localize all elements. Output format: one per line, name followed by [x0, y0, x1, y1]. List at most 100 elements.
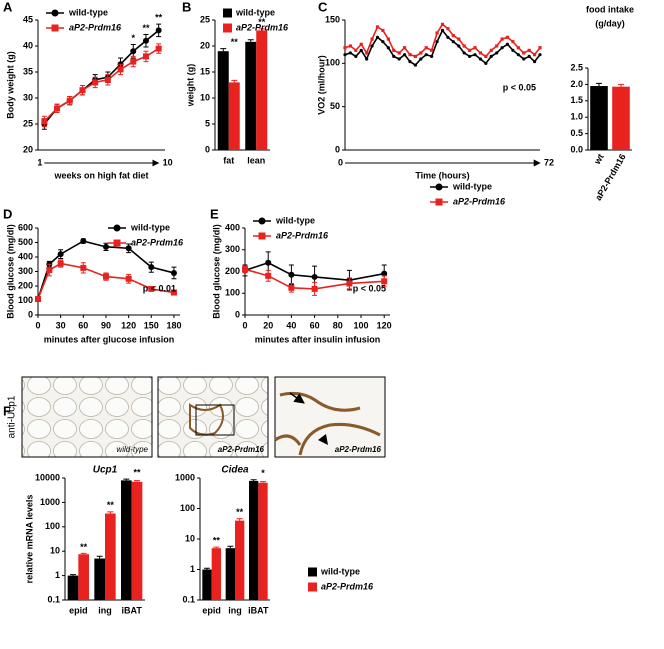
marker: [359, 48, 363, 52]
x-tick-label: 0: [242, 320, 247, 330]
significance: *: [261, 468, 265, 478]
panel-label: C: [318, 0, 328, 14]
marker: [505, 35, 510, 39]
x-tick-label: ing: [228, 605, 242, 615]
x-tick-label: 120: [377, 320, 392, 330]
y-tick-label: 20: [23, 144, 33, 154]
x-tick-label: 30: [56, 320, 66, 330]
y-axis-label: weight (g): [185, 64, 195, 108]
y-tick-label: 1000: [175, 472, 195, 482]
marker: [457, 37, 461, 41]
legend-marker: [113, 224, 121, 232]
marker: [102, 273, 109, 280]
x-tick-label: 120: [121, 320, 136, 330]
x-tick-label: ing: [98, 605, 112, 615]
bar: [94, 558, 105, 600]
marker: [365, 51, 369, 55]
legend-label: aP2-Prdm16: [453, 196, 506, 206]
legend-label: aP2-Prdm16: [321, 581, 374, 591]
bar: [121, 480, 132, 600]
x-tick-label: 0: [35, 320, 40, 330]
legend-label: wild-type: [130, 222, 170, 232]
y-tick-label: 400: [18, 251, 33, 261]
marker: [242, 266, 248, 273]
marker: [467, 48, 472, 52]
y-tick-label: 25: [200, 14, 210, 24]
marker: [80, 264, 87, 271]
error-bar: [220, 48, 227, 52]
marker: [402, 46, 407, 50]
marker: [495, 51, 499, 55]
y-tick-label: 2.0: [570, 79, 583, 89]
y-tick-label: 0: [235, 309, 240, 319]
chart-title: food intake: [586, 4, 634, 14]
legend-marker: [435, 198, 443, 206]
error-bar: [204, 567, 210, 570]
arrowhead: [318, 434, 328, 445]
error-bar: [596, 82, 602, 87]
x-tick-label: 80: [333, 320, 343, 330]
x-tick-label: lean: [247, 155, 265, 165]
y-tick-label: 150: [325, 14, 340, 24]
marker: [478, 51, 483, 55]
x-tick-label: epid: [202, 605, 221, 615]
series-line: [244, 261, 385, 282]
marker: [446, 35, 450, 39]
marker: [117, 66, 124, 73]
y-tick-label: 1: [55, 570, 60, 580]
marker: [435, 31, 439, 35]
marker: [102, 243, 109, 250]
marker: [57, 251, 64, 258]
y-tick-label: 15: [200, 66, 210, 76]
panel-label: B: [182, 0, 191, 14]
marker: [397, 57, 401, 61]
series-line: [43, 47, 160, 122]
bar: [78, 554, 89, 600]
marker: [505, 42, 510, 46]
marker: [430, 48, 434, 52]
y-axis-label: VO2 (ml/hour): [316, 55, 326, 115]
image-label: wild-type: [116, 445, 148, 454]
significance: *: [131, 33, 135, 43]
legend-label: aP2-Prdm16: [69, 22, 122, 32]
marker: [522, 57, 526, 61]
marker: [408, 53, 412, 57]
marker: [155, 45, 162, 52]
error-bar: [227, 545, 234, 549]
marker: [386, 46, 390, 50]
marker: [489, 48, 493, 52]
marker: [311, 285, 318, 292]
error-bar: [80, 552, 87, 555]
x-tick-label: 100: [353, 320, 368, 330]
marker: [527, 48, 531, 52]
marker: [381, 28, 385, 32]
y-tick-label: 0.5: [570, 128, 583, 138]
marker: [170, 269, 177, 276]
chart-title: (g/day): [595, 18, 625, 28]
y-tick-label: 1.5: [570, 95, 583, 105]
legend-label: aP2-Prdm16: [131, 237, 184, 247]
y-tick-label: 100: [45, 521, 60, 531]
y-tick-label: 100: [225, 288, 240, 298]
marker: [80, 238, 87, 245]
marker: [125, 275, 132, 282]
marker: [66, 97, 73, 104]
error-bar: [107, 511, 114, 514]
significance: **: [213, 536, 221, 546]
marker: [365, 57, 369, 61]
marker: [57, 260, 64, 267]
marker: [155, 27, 162, 34]
legend-label: wild-type: [452, 181, 492, 191]
y-axis-label: Body weight (g): [5, 51, 15, 119]
legend-label: wild-type: [275, 215, 315, 225]
y-tick-label: 40: [23, 40, 33, 50]
marker: [446, 27, 450, 31]
y-tick-label: 0: [335, 144, 340, 154]
bar: [202, 569, 212, 600]
error-bar: [96, 555, 103, 559]
x-tick-label: wt: [592, 152, 606, 167]
marker: [489, 54, 493, 59]
marker: [265, 272, 272, 279]
stain-label: anti-Ucp1: [7, 395, 18, 438]
marker: [35, 296, 41, 303]
